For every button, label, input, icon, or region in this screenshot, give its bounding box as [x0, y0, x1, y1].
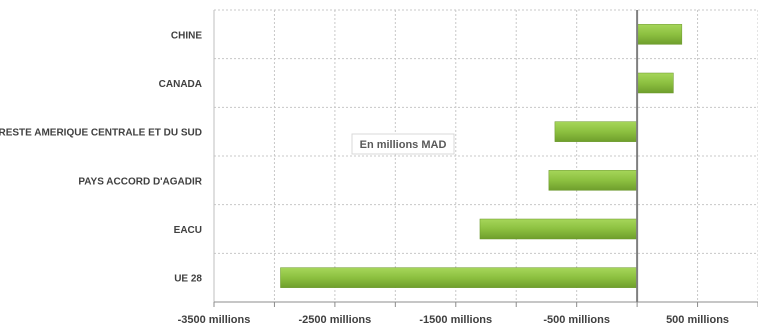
- category-label: UE 28: [174, 274, 202, 285]
- category-label: RESTE AMERIQUE CENTRALE ET DU SUD: [0, 128, 202, 139]
- category-label: CHINE: [171, 30, 202, 41]
- bar: [636, 24, 683, 45]
- x-tick-label: -1500 millions: [419, 314, 492, 326]
- x-tick-label: 500 millions: [666, 314, 729, 326]
- bar: [636, 72, 674, 94]
- bars: [280, 24, 683, 288]
- category-label: CANADA: [159, 79, 202, 90]
- labels: CHINE CANADA RESTE AMERIQUE CENTRALE ET DU…: [0, 30, 729, 326]
- grid: [214, 9, 758, 302]
- bar: [554, 121, 638, 142]
- x-tick-label: -3500 millions: [178, 314, 251, 326]
- x-tick-label: -2500 millions: [299, 314, 372, 326]
- annotation-text: En millions MAD: [360, 139, 447, 151]
- x-tick-label: -500 millions: [543, 314, 610, 326]
- axes: [213, 10, 758, 307]
- category-label: EACU: [174, 225, 202, 236]
- category-label: PAYS ACCORD D'AGADIR: [78, 176, 202, 187]
- annotation-box: En millions MAD: [351, 133, 455, 155]
- bar: [479, 218, 638, 240]
- bar: [280, 267, 638, 288]
- bar: [548, 170, 638, 191]
